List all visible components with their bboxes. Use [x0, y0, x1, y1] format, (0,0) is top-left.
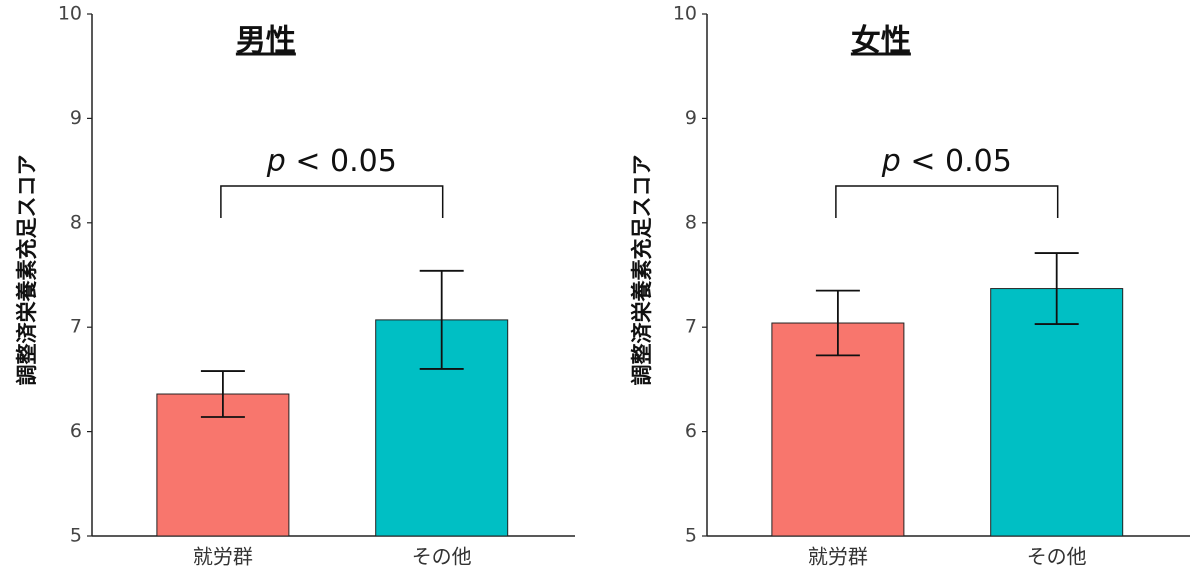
error-bar: [1034, 252, 1079, 325]
y-tick-label: 8: [685, 211, 697, 233]
bar: [771, 322, 905, 537]
y-tick-label: 10: [673, 3, 697, 25]
error-bar: [419, 269, 464, 370]
y-tick-label: 6: [70, 420, 82, 442]
y-tick-label: 8: [70, 211, 82, 233]
y-tick-label: 5: [685, 525, 697, 547]
chart-title: 男性: [236, 24, 296, 59]
chart-title: 女性: [851, 24, 911, 59]
y-tick-label: 7: [70, 316, 82, 338]
error-bar: [815, 289, 860, 357]
annotation-italic: p: [881, 144, 901, 179]
x-tick-label: その他: [1027, 545, 1087, 569]
x-tick-label: 就労群: [808, 545, 868, 569]
y-tick-label: 9: [685, 107, 697, 129]
x-tick-label: その他: [412, 545, 472, 569]
y-tick-label: 9: [70, 107, 82, 129]
annotation: p < 0.05: [881, 144, 1012, 179]
significance-bracket: [220, 185, 444, 218]
bar: [990, 288, 1124, 537]
y-axis-label: 調整済栄養素充足スコア: [15, 155, 39, 386]
y-tick-label: 7: [685, 316, 697, 338]
annotation: p < 0.05: [266, 144, 397, 179]
y-axis-label: 調整済栄養素充足スコア: [630, 155, 654, 386]
y-tick-label: 5: [70, 525, 82, 547]
y-tick-label: 10: [58, 3, 82, 25]
annotation-rest: < 0.05: [286, 144, 397, 179]
x-tick-label: 就労群: [193, 545, 253, 569]
y-tick-label: 6: [685, 420, 697, 442]
error-bar: [200, 370, 245, 418]
significance-bracket: [835, 185, 1059, 218]
annotation-italic: p: [266, 144, 286, 179]
annotation-rest: < 0.05: [901, 144, 1012, 179]
